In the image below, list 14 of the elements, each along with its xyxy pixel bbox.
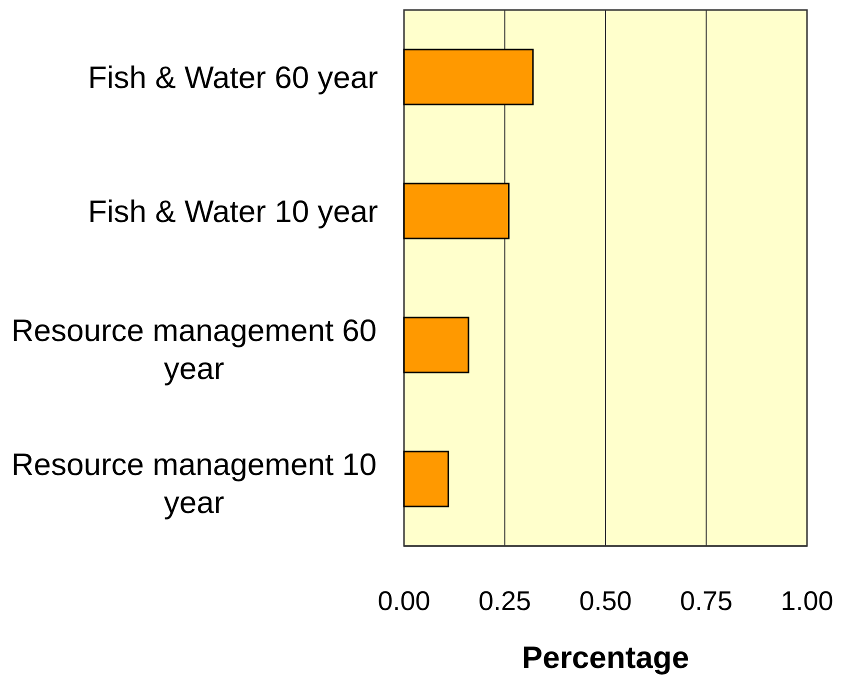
x-tick-label: 1.00 [780,586,834,616]
y-tick-label: Fish & Water 10 year [88,194,378,229]
x-tick-label: 0.75 [680,586,733,616]
bar [403,450,450,508]
y-tick-label: Resource management 60 year [11,313,377,386]
y-tick-label: Fish & Water 60 year [88,60,378,95]
bar [403,316,470,374]
x-axis-title: Percentage [522,640,690,675]
x-tick-label: 0.00 [378,586,430,616]
bar [403,48,534,106]
x-tick-label: 0.50 [579,586,632,616]
x-tick-label: 0.25 [478,586,532,616]
y-tick-label: Resource management 10 year [11,447,377,520]
bar [403,182,510,240]
